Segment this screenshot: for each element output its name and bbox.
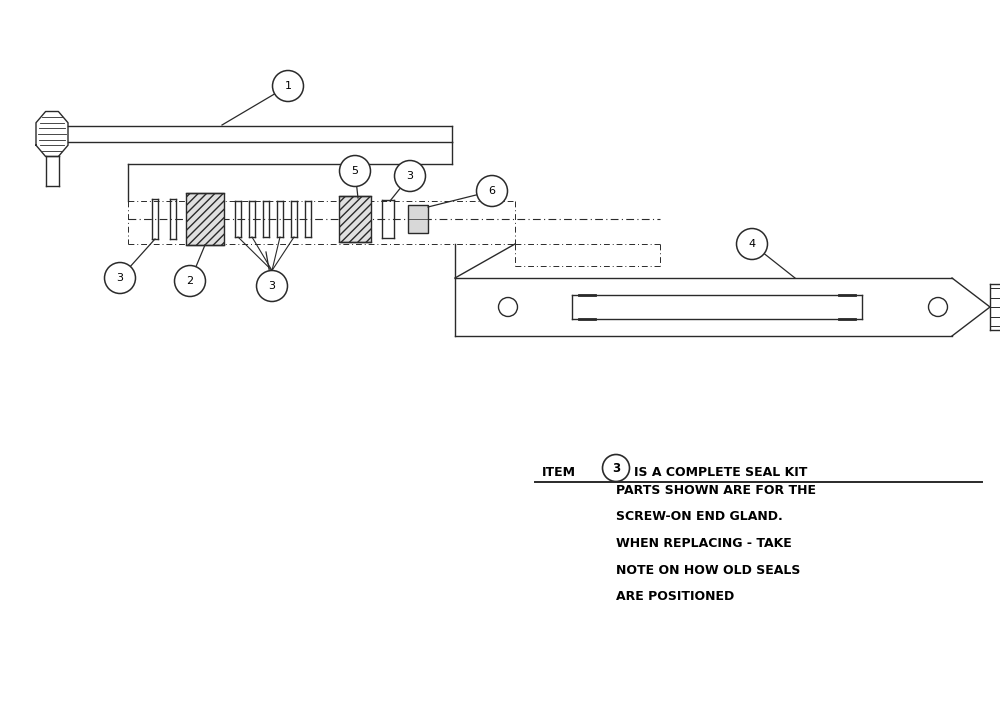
Circle shape xyxy=(477,175,508,206)
Text: 2: 2 xyxy=(186,276,194,286)
Bar xyxy=(408,205,428,233)
Bar xyxy=(339,196,371,242)
Text: 4: 4 xyxy=(748,239,756,249)
Circle shape xyxy=(175,266,206,296)
Circle shape xyxy=(736,228,768,259)
Circle shape xyxy=(104,263,136,294)
Circle shape xyxy=(272,70,304,102)
Text: 3: 3 xyxy=(116,273,124,283)
Text: NOTE ON HOW OLD SEALS: NOTE ON HOW OLD SEALS xyxy=(616,563,800,576)
Text: 5: 5 xyxy=(352,166,358,176)
Text: SCREW-ON END GLAND.: SCREW-ON END GLAND. xyxy=(616,511,783,523)
Circle shape xyxy=(394,160,425,191)
Text: 3: 3 xyxy=(612,462,620,475)
Text: IS A COMPLETE SEAL KIT: IS A COMPLETE SEAL KIT xyxy=(634,466,807,479)
Text: 6: 6 xyxy=(488,186,496,196)
Text: 3: 3 xyxy=(406,171,414,181)
Bar xyxy=(186,193,224,245)
Circle shape xyxy=(340,155,370,186)
Text: 3: 3 xyxy=(268,281,276,291)
Text: PARTS SHOWN ARE FOR THE: PARTS SHOWN ARE FOR THE xyxy=(616,484,816,497)
Text: 1: 1 xyxy=(285,81,292,91)
Text: WHEN REPLACING - TAKE: WHEN REPLACING - TAKE xyxy=(616,537,792,550)
Circle shape xyxy=(256,271,288,301)
Text: ARE POSITIONED: ARE POSITIONED xyxy=(616,590,734,603)
Text: ITEM: ITEM xyxy=(542,466,576,479)
